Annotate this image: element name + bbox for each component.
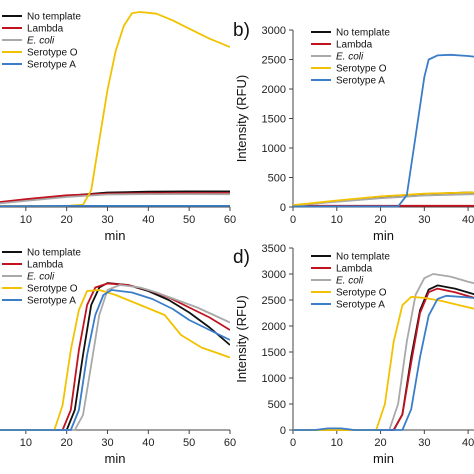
x-tick-label: 40	[462, 214, 474, 226]
x-axis-title: min	[373, 451, 394, 466]
y-tick-label: 2000	[262, 84, 286, 96]
chart-panel: 0 10 20 30 40 0 500 1000 1500 2000 2500 3000 min Inte…	[233, 20, 474, 243]
legend-label: Serotype A	[27, 296, 76, 307]
legend-label: Serotype O	[27, 284, 78, 295]
x-axis-title: min	[105, 228, 126, 243]
x-tick-label: 10	[331, 214, 343, 226]
x-tick-label: 40	[462, 437, 474, 449]
legend-label: Serotype A	[27, 60, 76, 71]
x-axis-title: min	[105, 451, 126, 466]
legend-label: E. coli	[27, 272, 55, 283]
y-tick-label: 0	[280, 202, 286, 214]
x-tick-label: 20	[374, 214, 386, 226]
legend-label: No template	[336, 252, 390, 263]
panel-label: d)	[233, 247, 250, 268]
y-tick-label: 500	[268, 173, 286, 185]
x-axis-title: min	[373, 228, 394, 243]
x-tick-label: 40	[142, 214, 154, 226]
series-line	[293, 273, 474, 431]
legend-label: Serotype O	[336, 64, 387, 75]
series-line	[0, 284, 230, 431]
series-line	[0, 11, 230, 207]
y-axis-title: Intensity (RFU)	[234, 75, 249, 162]
y-tick-label: 2500	[262, 55, 286, 67]
legend-label: Serotype O	[27, 48, 78, 59]
series-line	[0, 193, 230, 205]
series-line	[0, 289, 230, 431]
y-tick-label: 1000	[262, 373, 286, 385]
series-line	[293, 287, 474, 431]
series-group	[293, 273, 474, 431]
y-tick-label: 1000	[262, 143, 286, 155]
y-tick-label: 3000	[262, 269, 286, 281]
x-tick-label: 40	[142, 437, 154, 449]
y-tick-label: 2000	[262, 321, 286, 333]
y-tick-label: 2500	[262, 295, 286, 307]
legend-label: E. coli	[336, 52, 364, 63]
y-tick-label: 3500	[262, 243, 286, 255]
x-tick-label: 30	[418, 437, 430, 449]
legend-label: Lambda	[27, 24, 64, 35]
panel-label: b)	[233, 20, 250, 41]
y-tick-label: 500	[268, 399, 286, 411]
series-group	[293, 53, 474, 208]
x-tick-label: 30	[101, 437, 113, 449]
x-tick-label: 30	[101, 214, 113, 226]
series-line	[0, 289, 230, 431]
x-tick-label: 60	[224, 214, 236, 226]
legend-label: Lambda	[27, 260, 64, 271]
x-tick-label: 10	[331, 437, 343, 449]
series-line	[293, 53, 474, 208]
series-group	[0, 11, 230, 208]
x-tick-label: 50	[183, 437, 195, 449]
legend-label: No template	[27, 248, 81, 259]
x-tick-label: 10	[20, 214, 32, 226]
x-tick-label: 20	[374, 437, 386, 449]
series-line	[0, 282, 230, 431]
chart-panel: 0 10 20 30 40 0 500 1000 1500 2000 2500 3000 3500 min…	[233, 243, 474, 466]
series-group	[0, 282, 230, 431]
legend-label: No template	[27, 12, 81, 23]
legend-label: Lambda	[336, 264, 373, 275]
x-tick-label: 0	[290, 437, 296, 449]
legend-label: E. coli	[336, 276, 364, 287]
y-tick-label: 1500	[262, 114, 286, 126]
legend-label: Serotype A	[336, 300, 385, 311]
x-tick-label: 20	[61, 214, 73, 226]
legend-label: Serotype O	[336, 288, 387, 299]
y-tick-label: 1500	[262, 347, 286, 359]
legend-label: No template	[336, 28, 390, 39]
series-line	[293, 191, 474, 207]
x-tick-label: 60	[224, 437, 236, 449]
x-tick-label: 20	[61, 437, 73, 449]
y-tick-label: 3000	[262, 25, 286, 37]
x-tick-label: 30	[418, 214, 430, 226]
x-tick-label: 0	[290, 214, 296, 226]
legend-label: Serotype A	[336, 76, 385, 87]
series-line	[293, 294, 474, 431]
y-axis-title: Intensity (RFU)	[234, 295, 249, 382]
legend-label: E. coli	[27, 36, 55, 47]
y-tick-label: 0	[280, 425, 286, 437]
series-line	[293, 296, 474, 431]
x-tick-label: 10	[20, 437, 32, 449]
series-line	[293, 193, 474, 207]
x-tick-label: 50	[183, 214, 195, 226]
legend-label: Lambda	[336, 40, 373, 51]
